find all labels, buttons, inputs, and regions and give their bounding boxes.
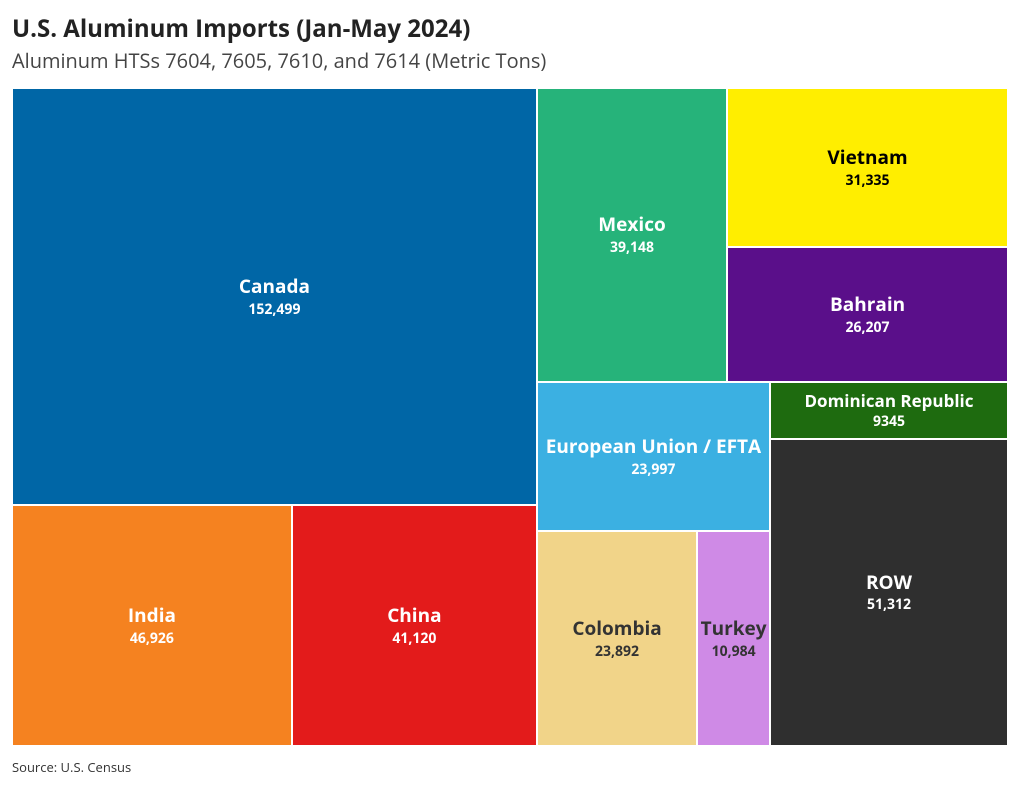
chart-subtitle: Aluminum HTSs 7604, 7605, 7610, and 7614… xyxy=(12,47,1008,74)
treemap-cell: European Union / EFTA 23,997 xyxy=(537,382,770,531)
treemap-cell: Turkey 10,984 xyxy=(697,531,770,746)
treemap-cell-label: Turkey xyxy=(701,617,767,641)
treemap-cell: China 41,120 xyxy=(292,505,537,746)
chart-title: U.S. Aluminum Imports (Jan-May 2024) xyxy=(12,12,1008,45)
treemap-cell-label: Dominican Republic xyxy=(804,390,973,411)
treemap-cell-value: 26,207 xyxy=(846,319,890,337)
treemap-cell-value: 51,312 xyxy=(867,596,911,614)
treemap-cell-label: Canada xyxy=(239,275,310,299)
treemap-cell: Colombia 23,892 xyxy=(537,531,697,746)
treemap-cell-label: ROW xyxy=(866,571,912,595)
treemap-cell: Dominican Republic 9345 xyxy=(770,382,1008,439)
treemap-cell-label: Vietnam xyxy=(827,146,907,170)
treemap-cell: Bahrain 26,207 xyxy=(727,247,1008,382)
treemap-cell-label: Bahrain xyxy=(830,293,905,317)
treemap-cell-value: 46,926 xyxy=(130,630,174,648)
treemap-cell-label: Colombia xyxy=(572,617,661,641)
treemap-cell-label: European Union / EFTA xyxy=(546,435,761,459)
treemap-cell-value: 23,892 xyxy=(595,643,639,661)
treemap-cell-label: Mexico xyxy=(598,213,665,237)
treemap-cell: Mexico 39,148 xyxy=(537,88,727,382)
treemap-cell: Canada 152,499 xyxy=(12,88,537,505)
treemap-cell-label: India xyxy=(128,604,176,628)
treemap-chart: Canada 152,499 India 46,926 China 41,120 Mexic… xyxy=(12,88,1008,746)
treemap-cell-value: 10,984 xyxy=(712,643,756,661)
treemap-cell: India 46,926 xyxy=(12,505,292,746)
treemap-cell-value: 9345 xyxy=(873,413,905,431)
chart-source: Source: U.S. Census xyxy=(12,758,1008,776)
treemap-cell-value: 31,335 xyxy=(846,172,890,190)
treemap-cell-value: 152,499 xyxy=(248,301,300,319)
treemap-cell-value: 39,148 xyxy=(610,239,654,257)
treemap-cell-label: China xyxy=(387,604,441,628)
treemap-cell-value: 23,997 xyxy=(631,461,675,479)
treemap-cell: ROW51,312 xyxy=(770,439,1008,746)
treemap-cell: Vietnam 31,335 xyxy=(727,88,1008,247)
treemap-cell-value: 41,120 xyxy=(392,630,436,648)
